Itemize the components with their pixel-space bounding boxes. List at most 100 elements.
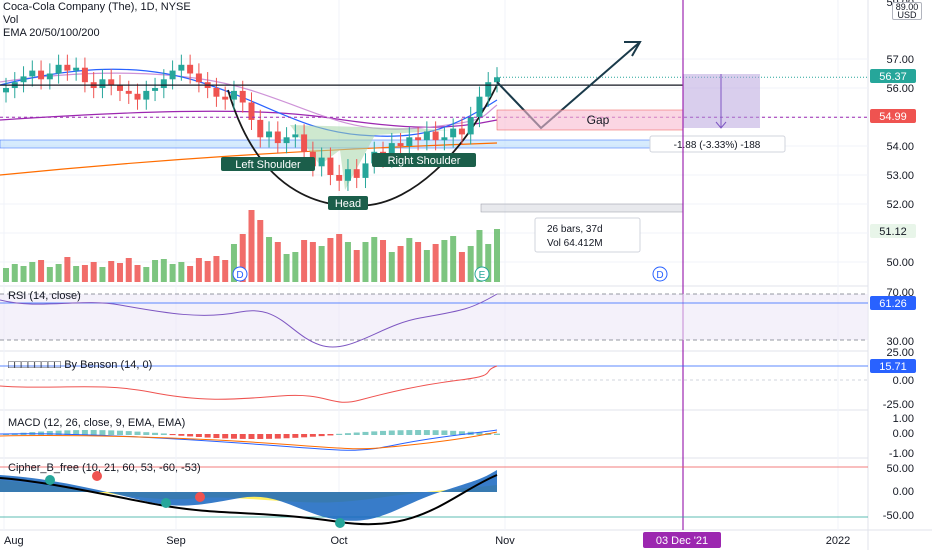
rsi-pane-label[interactable]: RSI (14, close): [8, 290, 81, 302]
candle-body: [467, 117, 474, 135]
symbol-title[interactable]: Coca-Cola Company (The), 1D, NYSE: [3, 1, 191, 13]
candle-body: [222, 96, 229, 100]
bars-measure-label: 26 bars, 37d: [547, 224, 603, 235]
volume-bar: [458, 252, 465, 282]
candle-body: [397, 143, 404, 146]
candle-body: [362, 163, 369, 178]
benson-tick-label: 25.00: [886, 347, 914, 359]
volume-bar: [371, 237, 378, 282]
macd-histogram-bar: [90, 430, 97, 435]
volume-bar: [3, 268, 9, 282]
benson-tick-label: 0.00: [893, 375, 914, 387]
candle-body: [415, 137, 422, 141]
cipher-signal-dot: [161, 498, 171, 508]
volume-bar: [169, 264, 176, 282]
volume-bar: [38, 260, 45, 282]
cipher-signal-dot: [335, 518, 345, 528]
volume-bar: [494, 229, 500, 282]
macd-histogram-bar: [125, 431, 132, 435]
macd-histogram-bar: [266, 434, 273, 439]
rsi-tick-label: 30.00: [886, 336, 914, 348]
macd-tick-label: 0.00: [893, 428, 914, 440]
volume-bar: [353, 250, 360, 282]
candle-body: [116, 85, 123, 91]
macd-histogram-bar: [397, 430, 404, 435]
macd-histogram-bar: [283, 434, 290, 439]
volume-bar: [432, 244, 439, 282]
volume-bar: [81, 265, 88, 282]
rsi-badge: 61.26: [879, 298, 907, 310]
macd-histogram-bar: [3, 434, 9, 435]
candle-body: [450, 128, 457, 138]
candle-body: [485, 82, 492, 97]
volume-legend[interactable]: Vol: [3, 14, 19, 26]
volume-bar: [266, 237, 273, 282]
range-measure-label-bg: [649, 135, 786, 153]
ema-legend[interactable]: EMA 20/50/100/200: [3, 27, 100, 39]
candle-body: [46, 73, 53, 80]
macd-histogram-bar: [248, 434, 255, 439]
time-badge: 03 Dec '21: [656, 535, 708, 547]
candle-body: [160, 79, 167, 88]
volume-bar: [415, 242, 422, 282]
macd-histogram-bar: [46, 431, 53, 435]
volume-bar: [476, 230, 483, 282]
price-tick-label: 54.00: [886, 141, 914, 153]
macd-histogram-bar: [178, 434, 185, 436]
volume-badge-bg: [870, 224, 916, 238]
macd-histogram-bar: [274, 434, 281, 439]
left-shoulder-label-bg: [221, 157, 315, 171]
macd-histogram-bar: [301, 434, 308, 438]
macd-line: [0, 429, 498, 451]
date-range-box: [480, 203, 684, 213]
currency-box[interactable]: 89.00 USD: [892, 2, 922, 20]
macd-tick-label: 1.00: [893, 413, 914, 425]
volume-bar: [397, 246, 404, 282]
candle-body: [494, 77, 500, 83]
date-range-label-bg: [534, 217, 641, 253]
volume-bar: [450, 236, 457, 282]
macd-histogram-bar: [64, 430, 71, 435]
range-measure-label: -1.88 (-3.33%) -188: [674, 140, 761, 151]
volume-bar: [292, 252, 299, 282]
volume-bar: [152, 260, 159, 282]
candle-body: [257, 119, 264, 138]
dividend-marker-circle: [232, 266, 248, 282]
benson-badge: 15.71: [879, 361, 907, 373]
candle-body: [169, 70, 176, 80]
rsi-band: [0, 294, 868, 340]
volume-bar: [20, 266, 27, 282]
macd-pane-label[interactable]: MACD (12, 26, close, 9, EMA, EMA): [8, 417, 186, 429]
macd-histogram-bar: [336, 433, 343, 435]
candle-body: [441, 137, 448, 141]
candle-body: [432, 131, 439, 141]
macd-histogram-bar: [476, 432, 483, 435]
candle-body: [213, 88, 220, 97]
candle-body: [239, 90, 246, 103]
volume-bar: [423, 250, 430, 282]
candle-body: [423, 131, 430, 141]
volume-bar: [99, 267, 106, 282]
level-price-badge: 54.99: [879, 111, 907, 123]
candle-body: [344, 169, 351, 181]
cipher-pane-label[interactable]: Cipher_B_free (10, 21, 60, 53, -60, -53): [8, 462, 201, 474]
candle-body: [38, 70, 45, 80]
macd-histogram-bar: [353, 432, 360, 435]
volume-bar: [178, 262, 185, 282]
earnings-marker: E: [479, 270, 486, 281]
benson-pane-label[interactable]: □□□□□□□□ By Benson (14, 0): [8, 359, 153, 371]
dividend-marker: D: [236, 270, 243, 281]
macd-histogram-bar: [423, 430, 430, 435]
macd-histogram-bar: [160, 433, 167, 435]
future-dividend-marker: D: [656, 270, 663, 281]
left-shoulder-label: Left Shoulder: [235, 159, 301, 171]
volume-bar: [362, 242, 369, 282]
volume-bar: [467, 246, 474, 282]
pattern-fill: [290, 125, 450, 190]
benson-tick-label: -25.00: [883, 399, 914, 411]
candle-body: [29, 70, 36, 77]
volume-bar: [274, 242, 281, 282]
candle-body: [388, 143, 395, 158]
macd-histogram-bar: [380, 430, 387, 435]
